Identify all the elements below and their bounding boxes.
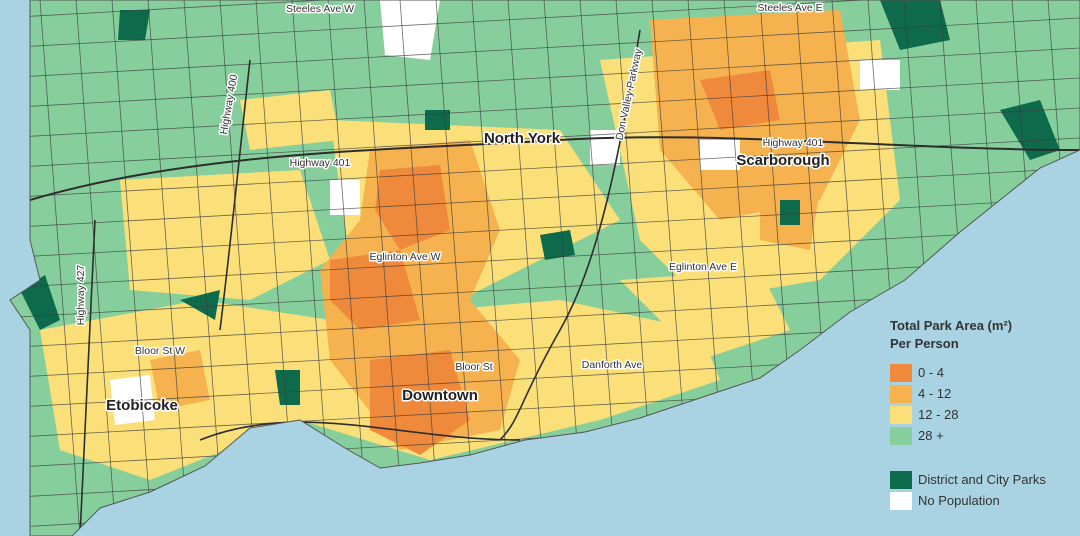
road-label: Highway 401 [763, 137, 824, 149]
highway [499, 29, 641, 441]
legend-swatch [890, 471, 912, 489]
legend-label: 12 - 28 [918, 407, 958, 422]
road [147, 0, 189, 536]
road-label: Highway 401 [290, 157, 351, 169]
road [10, 17, 1080, 79]
road [10, 107, 1080, 169]
legend-label: District and City Parks [918, 472, 1046, 487]
road-label: Steeles Ave E [757, 2, 822, 14]
road-label: Danforth Ave [582, 359, 643, 371]
road [10, 0, 1080, 49]
legend-label: 4 - 12 [918, 386, 951, 401]
road-label: Bloor St W [135, 345, 185, 357]
legend-title: Total Park Area (m²) [890, 318, 1012, 333]
highway [29, 136, 1080, 201]
road-label: Bloor St [455, 361, 492, 373]
district-label: Etobicoke [106, 397, 178, 414]
legend-swatch [890, 492, 912, 510]
road [435, 0, 477, 536]
highway [79, 219, 96, 536]
road-label: Eglinton Ave W [369, 251, 440, 263]
district-label: North York [484, 130, 561, 147]
road-label: Steeles Ave W [286, 3, 354, 15]
road [39, 0, 81, 536]
road [183, 0, 225, 536]
legend-swatch [890, 385, 912, 403]
legend-swatch [890, 427, 912, 445]
road [10, 167, 1080, 229]
road [10, 77, 1080, 139]
legend: Total Park Area (m²) Per Person 0 - 4 4 -… [890, 318, 1046, 510]
legend-swatch [890, 406, 912, 424]
road [10, 257, 1080, 319]
road [111, 0, 153, 536]
road [363, 0, 405, 536]
legend-label: No Population [918, 493, 1000, 508]
legend-label: 28 + [918, 428, 944, 443]
land-outline [9, 0, 1080, 536]
highway [199, 421, 521, 441]
road [10, 47, 1080, 109]
road-label: Eglinton Ave E [669, 261, 737, 273]
road [10, 197, 1080, 259]
legend-subtitle: Per Person [890, 336, 959, 351]
legend-swatch [890, 364, 912, 382]
road [10, 137, 1080, 199]
legend-label: 0 - 4 [918, 365, 944, 380]
district-label: Scarborough [736, 152, 829, 169]
dark-orange-areas [330, 70, 780, 455]
highway [219, 59, 251, 331]
road [10, 227, 1080, 289]
road-label: Highway 427 [75, 264, 87, 325]
road [10, 0, 1080, 19]
road [75, 0, 117, 536]
road [399, 0, 441, 536]
district-label: Downtown [402, 387, 478, 404]
